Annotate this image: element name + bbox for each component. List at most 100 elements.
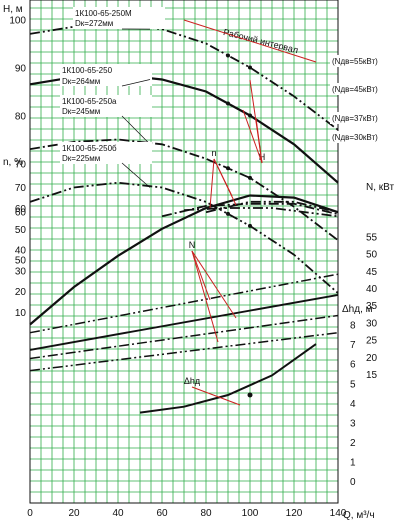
h-tick-label: 60	[15, 208, 27, 219]
group-h-leader	[242, 109, 263, 164]
pump-name-label: 1К100-65-250	[62, 66, 113, 75]
pump-diameter-label: Dк=245мм	[62, 107, 100, 116]
npsh-tick-label: 7	[350, 340, 356, 351]
n-tick-label: 70	[15, 183, 27, 194]
working-range-arrow	[183, 19, 317, 63]
x-tick-label: 60	[156, 508, 168, 519]
operating-point-dot	[226, 101, 230, 106]
operating-point-dot	[226, 166, 230, 171]
power-tick-label: 25	[366, 336, 378, 347]
pump-label-bg	[73, 7, 165, 29]
npsh-tick-label: 6	[350, 360, 356, 371]
power-label-bg	[330, 83, 398, 95]
pump-label-leader	[121, 115, 151, 145]
n-tick-label: 30	[15, 266, 27, 277]
head-curve-2	[29, 138, 339, 242]
h-tick-label: 70	[15, 160, 27, 171]
power-curve-3	[29, 331, 339, 372]
power-tick-label: 20	[366, 353, 378, 364]
npsh-curve	[139, 343, 317, 414]
power-curve-1	[29, 293, 339, 351]
pump-label-bg	[60, 64, 152, 86]
group-n-leader	[213, 158, 237, 206]
curves	[29, 23, 339, 414]
group-dh-label: Δhд	[184, 376, 201, 386]
h-tick-label: 50	[15, 256, 27, 267]
power-curve-0	[29, 273, 339, 334]
npsh-tick-label: 3	[350, 418, 356, 429]
power-label: (Nдв=45кВт)	[332, 85, 378, 94]
group-N-leader	[191, 250, 219, 343]
npsh-tick-label: 1	[350, 457, 356, 468]
power-label: (Nдв=55кВт)	[332, 57, 378, 66]
pump-label-bg	[60, 95, 152, 117]
operating-point-dot	[248, 113, 252, 118]
head-curve-3	[29, 181, 339, 294]
operating-point-dot	[248, 223, 252, 228]
pump-name-label: 1К100-65-250а	[62, 97, 117, 106]
npsh-tick-label: 4	[350, 399, 356, 410]
npsh-tick-label: 5	[350, 379, 356, 390]
n-axis-label: n, %	[3, 157, 23, 168]
power-label-bg	[330, 55, 398, 67]
h-axis-label: H, м	[3, 4, 23, 15]
h-tick-label: 80	[15, 112, 27, 123]
power-label: (Nдв=37кВт)	[332, 114, 378, 123]
npsh-point-dot	[247, 392, 253, 398]
h-tick-label: 100	[9, 16, 26, 27]
npsh-axis-label: Δhд, м	[342, 304, 373, 315]
power-tick-label: 50	[366, 250, 378, 261]
pump-diameter-label: Dк=272мм	[75, 19, 113, 28]
npsh-tick-label: 2	[350, 438, 356, 449]
h-tick-label: 90	[15, 64, 27, 75]
plot-frame	[29, 0, 339, 504]
group-h-label: H	[259, 152, 266, 162]
n-tick-label: 10	[15, 308, 27, 319]
efficiency-curve-2	[161, 202, 339, 218]
x-tick-label: 120	[286, 508, 303, 519]
n-tick-label: 40	[15, 246, 27, 257]
pump-name-label: 1К100-65-250М	[75, 9, 132, 18]
operating-point-dot	[226, 211, 230, 216]
x-tick-label: 100	[242, 508, 259, 519]
power-tick-label: 15	[366, 370, 378, 381]
x-tick-label: 0	[27, 508, 33, 519]
group-n-leader	[209, 158, 215, 209]
power-tick-label: 30	[366, 318, 378, 329]
x-tick-label: 20	[68, 508, 80, 519]
n-tick-label: 60	[15, 204, 27, 215]
group-N-leader	[191, 250, 237, 319]
group-h-leader	[255, 117, 263, 164]
power-axis-label: N, кВт	[366, 182, 394, 193]
pump-label-leader	[121, 162, 151, 188]
n-tick-label: 50	[15, 225, 27, 236]
pump-label-leader	[121, 79, 151, 87]
group-dh-leader	[191, 386, 241, 406]
operating-point-dot	[248, 175, 252, 180]
power-label-bg	[330, 112, 398, 124]
group-N-leader	[191, 250, 211, 301]
power-label-bg	[330, 131, 398, 143]
x-tick-label: 80	[200, 508, 212, 519]
pump-diameter-label: Dк=225мм	[62, 154, 100, 163]
group-N-label: N	[189, 240, 196, 250]
x-axis-label: Q, м³/ч	[343, 510, 375, 521]
efficiency-curve-1	[29, 194, 339, 326]
efficiency-curve-0	[205, 200, 339, 214]
pump-label-bg	[60, 142, 152, 164]
efficiency-curve-3	[183, 207, 339, 218]
npsh-tick-label: 0	[350, 477, 356, 488]
power-tick-label: 40	[366, 284, 378, 295]
power-tick-label: 45	[366, 267, 378, 278]
group-n-label: n	[211, 148, 216, 158]
x-tick-label: 40	[112, 508, 124, 519]
operating-point-dot	[248, 65, 252, 70]
operating-point-dot	[226, 53, 230, 58]
power-label: (Nдв=30кВт)	[332, 133, 378, 142]
x-tick-label: 140	[330, 508, 347, 519]
power-tick-label: 35	[366, 301, 378, 312]
n-tick-label: 20	[15, 287, 27, 298]
